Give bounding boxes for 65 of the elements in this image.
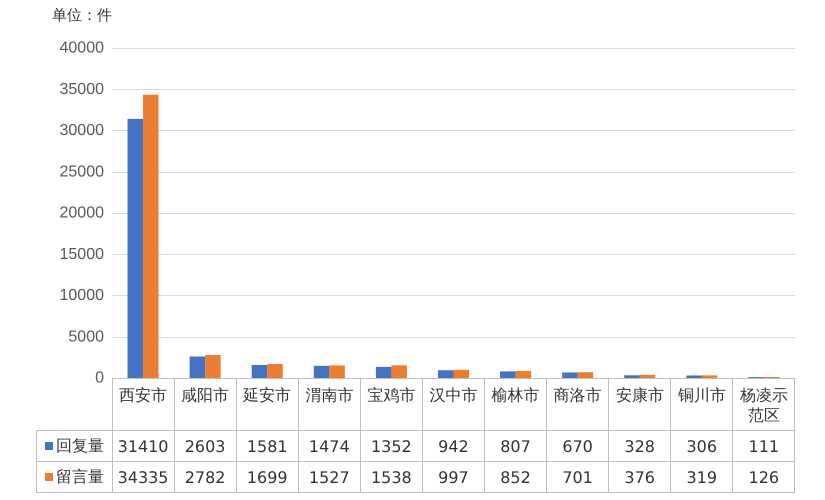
data-label: 670: [546, 430, 609, 462]
data-label: 319: [670, 462, 733, 492]
data-label: 701: [546, 462, 609, 492]
x-tick-label: 铜川市: [676, 386, 726, 404]
data-label: 376: [608, 462, 671, 492]
bar: [438, 370, 454, 378]
bar: [190, 356, 206, 378]
data-label: 1352: [360, 430, 422, 462]
bar: [562, 372, 578, 378]
bar: [252, 364, 268, 378]
y-tick-label: 30000: [60, 122, 104, 139]
data-label: 1527: [298, 462, 360, 492]
data-label: 1474: [298, 430, 360, 462]
y-axis-title: 单位：件: [52, 7, 112, 24]
bar: [702, 375, 718, 378]
bar: [500, 371, 516, 378]
x-tick-label: 西安市: [119, 386, 168, 404]
y-tick-label: 5000: [68, 328, 104, 346]
bar: [640, 374, 656, 378]
bar: [205, 355, 221, 378]
data-label: 126: [732, 462, 795, 492]
bar: [314, 366, 330, 378]
bar: [143, 94, 159, 378]
bar: [578, 372, 594, 378]
data-label: 2782: [174, 462, 236, 492]
y-tick-label: 25000: [60, 163, 104, 180]
y-tick-label: 35000: [60, 80, 104, 98]
bar: [454, 370, 470, 378]
data-label: 1538: [360, 462, 422, 492]
x-tick-label: 咸阳市: [181, 386, 230, 404]
bar: [376, 366, 392, 378]
bar: [624, 375, 640, 378]
bar: [128, 118, 144, 378]
bar: [267, 364, 283, 378]
data-label: 942: [422, 430, 484, 462]
y-tick-label: 0: [95, 370, 104, 386]
data-label: 807: [484, 430, 547, 462]
data-label: 328: [608, 430, 671, 462]
x-tick-label: 汉中市: [430, 386, 478, 404]
bar: [516, 370, 532, 378]
data-label: 306: [670, 430, 733, 462]
data-label: 111: [732, 430, 795, 462]
data-label: 1699: [236, 462, 298, 492]
data-label: 1581: [236, 430, 298, 462]
data-label: 852: [484, 462, 547, 492]
y-tick-label: 40000: [60, 40, 104, 56]
x-tick-label: 杨凌示范区: [738, 386, 788, 424]
bar: [329, 365, 345, 378]
x-tick-label: 宝鸡市: [367, 386, 416, 404]
x-tick-label: 延安市: [242, 386, 292, 404]
bar: [391, 365, 407, 378]
data-label: 34335: [112, 462, 174, 492]
data-label: 2603: [174, 430, 236, 462]
legend-label: 留言量: [36, 462, 112, 492]
data-label: 997: [422, 462, 484, 492]
legend-label: 回复量: [36, 430, 112, 462]
y-tick-label: 10000: [60, 287, 104, 304]
bar: [686, 375, 702, 378]
x-tick-label: 商洛市: [554, 386, 602, 404]
y-tick-label: 20000: [60, 204, 104, 222]
x-tick-label: 渭南市: [305, 386, 354, 404]
x-tick-label: 榆林市: [492, 386, 540, 404]
data-label: 31410: [112, 430, 174, 462]
x-tick-label: 安康市: [616, 386, 664, 404]
y-tick-label: 15000: [60, 246, 104, 263]
